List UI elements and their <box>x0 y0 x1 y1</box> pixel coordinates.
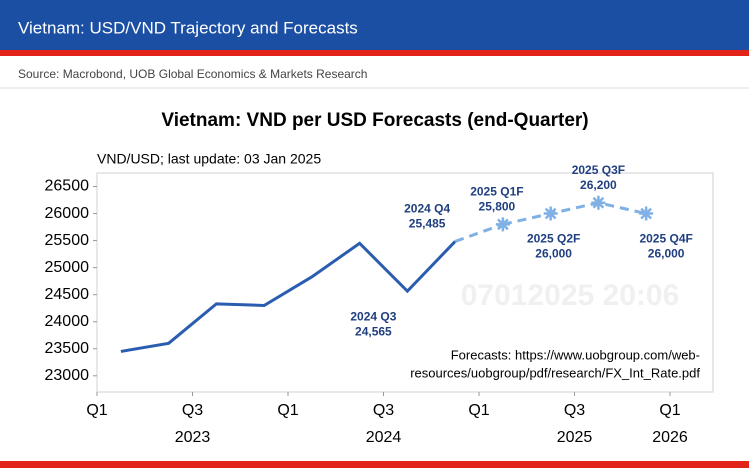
header-bar <box>0 0 749 50</box>
forecast-marker <box>591 195 606 210</box>
series-line <box>120 240 457 353</box>
y-tick-label: 25500 <box>45 232 90 249</box>
source: Source: Macrobond, UOB Global Economics … <box>18 67 367 81</box>
y-tick-label: 24500 <box>45 286 90 303</box>
y-tick-label: 24000 <box>45 313 90 330</box>
x-tick-label: Q1 <box>277 402 298 419</box>
point-name: 2025 Q3F <box>572 163 625 177</box>
data-label: 25,800 <box>479 200 516 214</box>
x-tick-label: Q1 <box>468 402 489 419</box>
header-stripe <box>0 50 749 56</box>
x-tick-label: Q1 <box>659 402 680 419</box>
x-tick-label: Q3 <box>182 402 203 419</box>
header-title: Vietnam: USD/VND Trajectory and Forecast… <box>18 18 358 37</box>
forecast-marker <box>639 206 654 221</box>
footnote: Forecasts: https://www.uobgroup.com/web- <box>451 347 700 362</box>
x-group-label: 2023 <box>175 429 211 446</box>
point-name: 2025 Q1F <box>470 185 523 199</box>
chart-title: Vietnam: VND per USD Forecasts (end-Quar… <box>161 110 588 131</box>
x-group-label: 2025 <box>557 429 593 446</box>
y-tick-label: 25000 <box>45 259 90 276</box>
data-label: 24,565 <box>355 324 392 338</box>
footer-stripe <box>0 461 749 468</box>
data-label: 26,000 <box>535 247 572 261</box>
x-tick-label: Q3 <box>373 402 394 419</box>
data-label: 26,200 <box>580 178 617 192</box>
data-label: 26,000 <box>648 247 685 261</box>
forecast-marker <box>543 206 558 221</box>
plot-area <box>96 172 714 393</box>
point-name: 2024 Q4 <box>404 202 450 216</box>
data-label: 25,485 <box>409 217 446 231</box>
point-name: 2025 Q4F <box>639 232 692 246</box>
x-tick-label: Q1 <box>86 402 107 419</box>
x-tick-label: Q3 <box>564 402 585 419</box>
x-group-label: 2026 <box>652 429 688 446</box>
y-tick-label: 26500 <box>45 178 90 195</box>
series-connector <box>454 222 504 243</box>
y-tick-label: 23500 <box>45 340 90 357</box>
footnote: resources/uobgroup/pdf/research/FX_Int_R… <box>410 365 700 380</box>
x-group-label: 2024 <box>366 429 402 446</box>
watermark: 07012025 20:06 <box>461 279 680 312</box>
point-name: 2025 Q2F <box>527 232 580 246</box>
chart-subtitle: VND/USD; last update: 03 Jan 2025 <box>97 151 321 167</box>
forecast-marker <box>495 217 510 232</box>
point-name: 2024 Q3 <box>350 309 396 323</box>
y-tick-label: 23000 <box>45 367 90 384</box>
y-tick-label: 26000 <box>45 205 90 222</box>
series-line <box>502 201 647 226</box>
